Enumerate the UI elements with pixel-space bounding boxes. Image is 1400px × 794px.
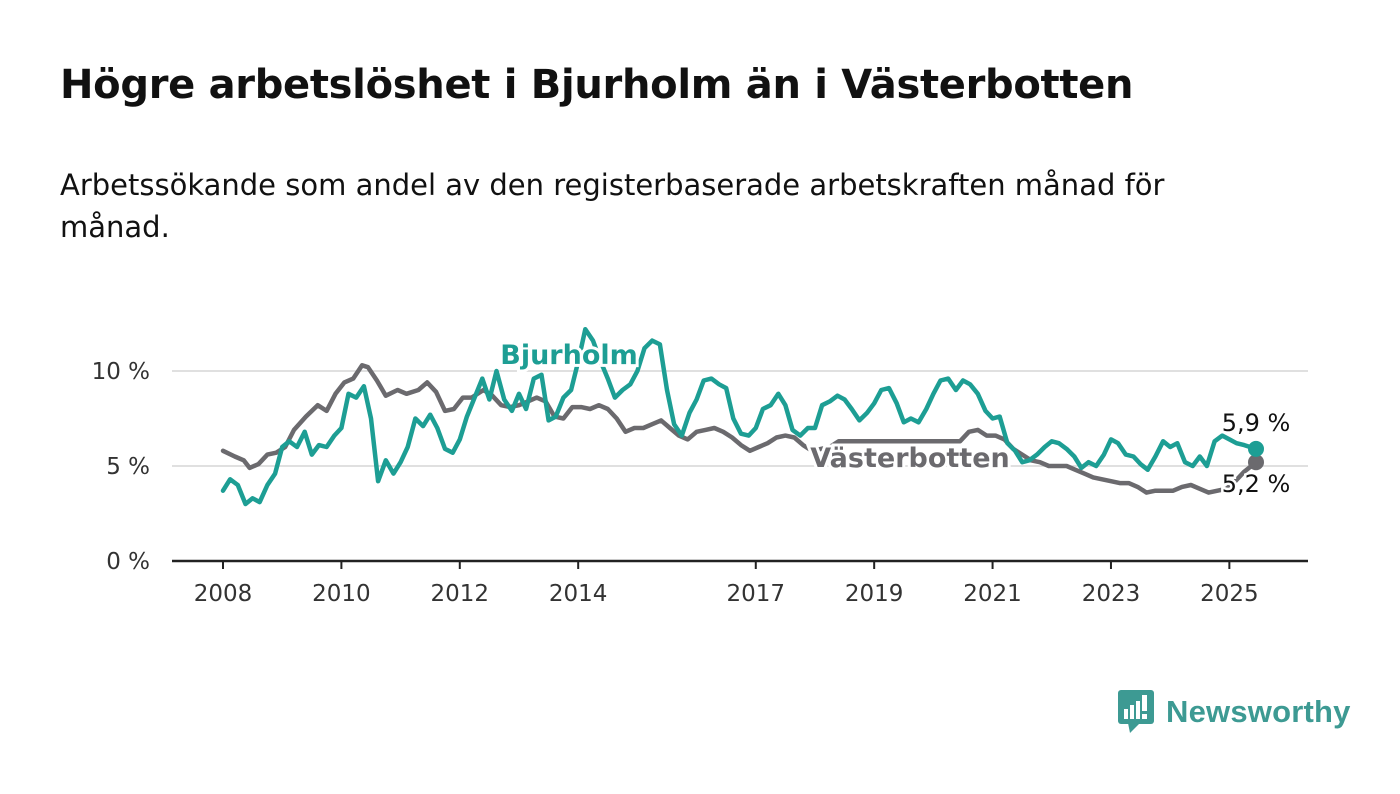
series-label-vasterbotten: Västerbotten [810,443,1009,474]
x-tick-label: 2023 [1082,581,1141,607]
x-tick-label: 2014 [549,581,608,607]
y-tick-label: 10 % [92,359,150,385]
y-axis-tick-labels: 0 % 5 % 10 % [92,359,150,575]
line-chart: 0 %5 %10 % 2008 2010 2012 2014 2017 2019 2021 2… [92,326,1308,607]
x-axis-tick-labels: 2008 2010 2012 2014 2017 2019 2021 2023 2025 [194,561,1259,607]
x-tick-label: 2017 [727,581,786,607]
end-point-västerbotten [1248,454,1264,471]
x-tick-label: 2025 [1200,581,1259,607]
newsworthy-logo-icon [1118,690,1154,733]
x-tick-label: 2008 [194,581,253,607]
y-tick-label: 5 % [106,454,150,480]
end-label-bjurholm: 5,9 % [1222,409,1291,437]
x-tick-label: 2021 [963,581,1022,607]
series-lines [220,326,1264,507]
newsworthy-brand: Newsworthy [1118,690,1351,734]
end-label-vasterbotten: 5,2 % [1222,470,1291,498]
gridlines [172,370,1308,467]
chart-subtitle: Arbetssökande som andel av den registerb… [60,168,1165,244]
x-tick-label: 2010 [312,581,371,607]
series-labels: Bjurholm Västerbotten 5,9 % 5,2 % [497,337,1293,501]
x-tick-label: 2012 [431,581,490,607]
brand-name: Newsworthy [1166,694,1351,729]
chart-title: Högre arbetslöshet i Bjurholm än i Väste… [60,62,1134,108]
series-line-västerbotten [220,363,1259,495]
x-tick-label: 2019 [845,581,904,607]
series-line-bjurholm [220,326,1259,507]
y-tick-label: 0 % [106,549,150,575]
series-label-bjurholm: Bjurholm [500,340,638,371]
end-point-bjurholm [1248,440,1264,457]
